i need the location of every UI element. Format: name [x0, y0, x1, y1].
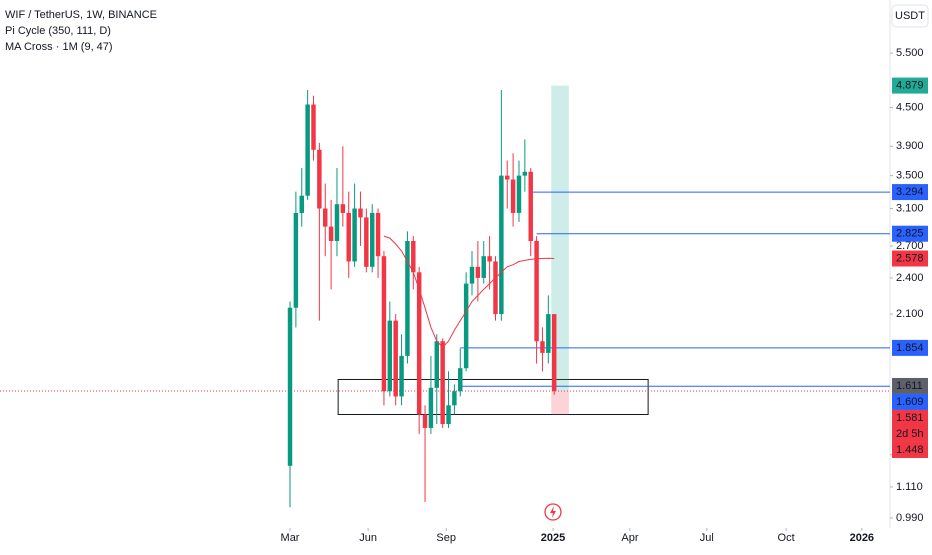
candle-body	[305, 104, 310, 196]
candle-body	[369, 212, 375, 267]
candle-body	[446, 405, 451, 425]
chart-title: WIF / TetherUS, 1W, BINANCE	[5, 9, 157, 21]
y-tick-label: 2.400	[896, 272, 924, 284]
indicator-label: MA Cross · 1M (9, 47)	[5, 41, 113, 53]
price-label-box	[892, 77, 928, 94]
candle-body	[481, 256, 486, 278]
event-icon[interactable]	[544, 503, 562, 521]
candle-body	[522, 171, 528, 176]
candle-body	[358, 208, 363, 218]
x-tick-label: Jul	[700, 532, 714, 544]
countdown-label: 2d 5h	[896, 428, 924, 440]
candle-body	[328, 226, 334, 242]
y-tick-label: 2.700	[896, 240, 924, 252]
candle-body	[528, 171, 533, 242]
candle-body	[422, 414, 428, 428]
candle-body	[469, 266, 475, 284]
price-label: 1.448	[896, 444, 924, 456]
price-label: 1.611	[896, 380, 923, 392]
candle-body	[458, 368, 463, 392]
x-tick-label: 2026	[850, 532, 874, 544]
candle-body	[493, 261, 498, 315]
candle-body	[381, 256, 387, 392]
x-tick-label: Mar	[281, 532, 300, 544]
y-tick-label: 3.900	[896, 140, 924, 152]
candle-body	[487, 256, 492, 262]
ma-line	[383, 235, 555, 348]
candle-body	[387, 320, 393, 392]
y-tick-label: 2.100	[896, 308, 924, 320]
x-tick-label: Apr	[621, 532, 638, 544]
x-tick-label: 2025	[541, 532, 565, 544]
x-tick-label: Jun	[359, 532, 377, 544]
candle-body	[375, 212, 381, 257]
price-label-box	[892, 225, 928, 242]
currency-button[interactable]	[891, 4, 929, 28]
candle-body	[311, 104, 316, 150]
candle-body	[546, 314, 551, 353]
candle-body	[411, 241, 416, 273]
candle-body	[323, 208, 328, 227]
candle-body	[434, 341, 440, 388]
candle-body	[504, 175, 510, 180]
candle-body	[405, 241, 410, 356]
candle-body	[416, 272, 422, 415]
x-tick-label: Sep	[436, 532, 456, 544]
x-tick-label: Oct	[778, 532, 795, 544]
candle-body	[463, 283, 469, 369]
candle-body	[540, 341, 545, 353]
price-label: 4.879	[896, 79, 924, 91]
candle-body	[393, 320, 398, 397]
indicator-label: Pi Cycle (350, 111, D)	[5, 25, 111, 37]
y-tick-label: 1.110	[896, 481, 923, 493]
price-label-box	[892, 339, 928, 356]
price-label-box	[892, 393, 928, 410]
y-tick-label: 3.100	[896, 202, 924, 214]
candle-body	[352, 208, 357, 262]
y-axis-label: USDT	[895, 10, 925, 22]
y-tick-label: 4.500	[896, 101, 924, 113]
price-label-box	[892, 250, 928, 267]
y-tick-label: 3.500	[896, 170, 924, 182]
price-label: 3.294	[896, 186, 924, 198]
y-tick-label: 5.500	[896, 47, 924, 59]
candle-body	[516, 175, 522, 213]
candle-body	[299, 195, 304, 213]
candle-body	[452, 391, 457, 406]
candle-body	[499, 175, 504, 315]
rectangle-drawing	[337, 378, 649, 416]
y-tick-label: 0.990	[896, 512, 924, 524]
price-label-box	[892, 184, 928, 201]
candle-body	[340, 204, 346, 213]
candle-body	[428, 387, 434, 428]
candle-body	[399, 355, 404, 397]
candle-body	[317, 149, 322, 209]
price-label-box	[892, 377, 928, 394]
candle-body	[293, 212, 299, 308]
candle-body	[346, 212, 351, 262]
price-label: 1.609	[896, 396, 924, 408]
price-label: 1.581	[896, 412, 924, 424]
price-label: 1.854	[896, 342, 924, 354]
plot-area	[0, 85, 890, 508]
candle-body	[534, 241, 539, 342]
candle-body	[334, 204, 340, 242]
candle-body	[287, 307, 293, 466]
candle-body	[551, 314, 557, 392]
candle-body	[510, 179, 516, 213]
loss-zone	[551, 391, 569, 415]
price-label-box	[892, 409, 928, 442]
price-label-box	[892, 441, 928, 458]
price-label: 2.578	[896, 252, 924, 264]
event-bolt	[550, 506, 556, 518]
candle-body	[475, 266, 481, 278]
price-label: 2.825	[896, 228, 924, 240]
candle-body	[364, 217, 369, 267]
candle-body	[440, 341, 445, 425]
